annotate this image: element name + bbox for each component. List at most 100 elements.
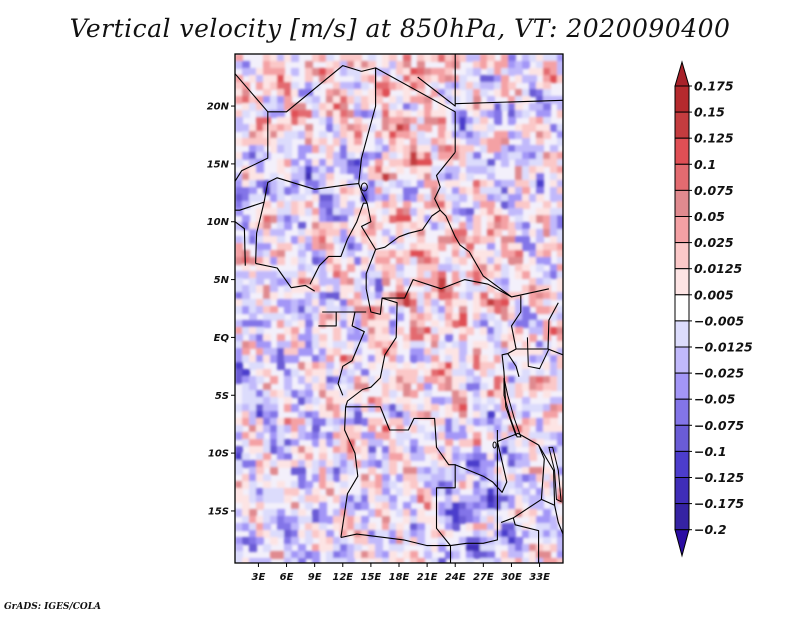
field-cell	[298, 341, 306, 349]
field-cell	[249, 495, 257, 503]
field-cell	[445, 201, 453, 209]
field-cell	[431, 523, 439, 531]
field-cell	[284, 425, 292, 433]
field-cell	[305, 369, 313, 377]
field-cell	[249, 334, 257, 342]
field-cell	[256, 495, 264, 503]
field-cell	[473, 341, 481, 349]
field-cell	[438, 152, 446, 160]
field-cell	[361, 257, 369, 265]
field-cell	[459, 495, 467, 503]
field-cell	[557, 152, 563, 160]
field-cell	[242, 516, 250, 524]
field-cell	[550, 327, 558, 335]
lake-chad	[360, 182, 368, 192]
field-cell	[550, 292, 558, 300]
field-cell	[249, 152, 257, 160]
field-cell	[291, 194, 299, 202]
field-cell	[375, 173, 383, 181]
border-line	[360, 191, 441, 251]
field-cell	[298, 425, 306, 433]
field-cell	[340, 278, 348, 286]
border-line	[466, 430, 498, 544]
field-cell	[298, 481, 306, 489]
field-cell	[396, 229, 404, 237]
field-cell	[277, 355, 285, 363]
field-cell	[340, 404, 348, 412]
field-cell	[508, 236, 516, 244]
field-cell	[438, 313, 446, 321]
field-cell	[235, 355, 243, 363]
field-cell	[501, 292, 509, 300]
field-cell	[326, 313, 334, 321]
field-cell	[424, 278, 432, 286]
field-cell	[312, 313, 320, 321]
field-cell	[494, 229, 502, 237]
field-cell	[557, 173, 563, 181]
field-cell	[396, 250, 404, 258]
field-cell	[473, 551, 481, 559]
colorbar-box	[674, 242, 690, 270]
field-cell	[340, 208, 348, 216]
field-cell	[312, 166, 320, 174]
field-cell	[494, 152, 502, 160]
field-cell	[536, 152, 544, 160]
field-cell	[522, 530, 530, 538]
field-cell	[256, 425, 264, 433]
field-cell	[522, 432, 530, 440]
field-cell	[235, 208, 243, 216]
field-cell	[270, 131, 278, 139]
field-cell	[382, 68, 390, 76]
field-cell	[340, 236, 348, 244]
field-cell	[368, 243, 376, 251]
field-cell	[487, 495, 495, 503]
field-cell	[473, 516, 481, 524]
field-cell	[557, 222, 563, 230]
field-cell	[543, 334, 551, 342]
field-cell	[536, 369, 544, 377]
field-cell	[403, 446, 411, 454]
field-cell	[249, 537, 257, 545]
field-cell	[389, 131, 397, 139]
field-cell	[326, 299, 334, 307]
field-cell	[361, 502, 369, 510]
field-cell	[396, 68, 404, 76]
field-cell	[291, 208, 299, 216]
field-cell	[466, 54, 474, 62]
field-cell	[459, 320, 467, 328]
grads-credit: GrADS: IGES/COLA	[4, 602, 102, 612]
field-cell	[466, 131, 474, 139]
field-cell	[291, 439, 299, 447]
field-cell	[326, 390, 334, 398]
field-cell	[368, 481, 376, 489]
field-cell	[438, 327, 446, 335]
field-cell	[298, 229, 306, 237]
field-cell	[452, 502, 460, 510]
field-cell	[326, 124, 334, 132]
field-cell	[277, 68, 285, 76]
field-cell	[550, 418, 558, 426]
field-cell	[312, 257, 320, 265]
field-cell	[431, 117, 439, 125]
field-cell	[305, 502, 313, 510]
field-cell	[431, 369, 439, 377]
field-cell	[319, 460, 327, 468]
field-cell	[333, 103, 341, 111]
field-cell	[508, 292, 516, 300]
field-cell	[333, 432, 341, 440]
field-cell	[319, 103, 327, 111]
field-cell	[319, 229, 327, 237]
field-cell	[270, 411, 278, 419]
field-cell	[235, 292, 243, 300]
field-cell	[263, 201, 271, 209]
field-cell	[368, 460, 376, 468]
field-cell	[389, 201, 397, 209]
field-cell	[536, 467, 544, 475]
field-cell	[305, 82, 313, 90]
field-cell	[417, 509, 425, 517]
field-cell	[452, 425, 460, 433]
field-cell	[410, 537, 418, 545]
field-cell	[550, 187, 558, 195]
field-cell	[354, 229, 362, 237]
field-cell	[543, 404, 551, 412]
